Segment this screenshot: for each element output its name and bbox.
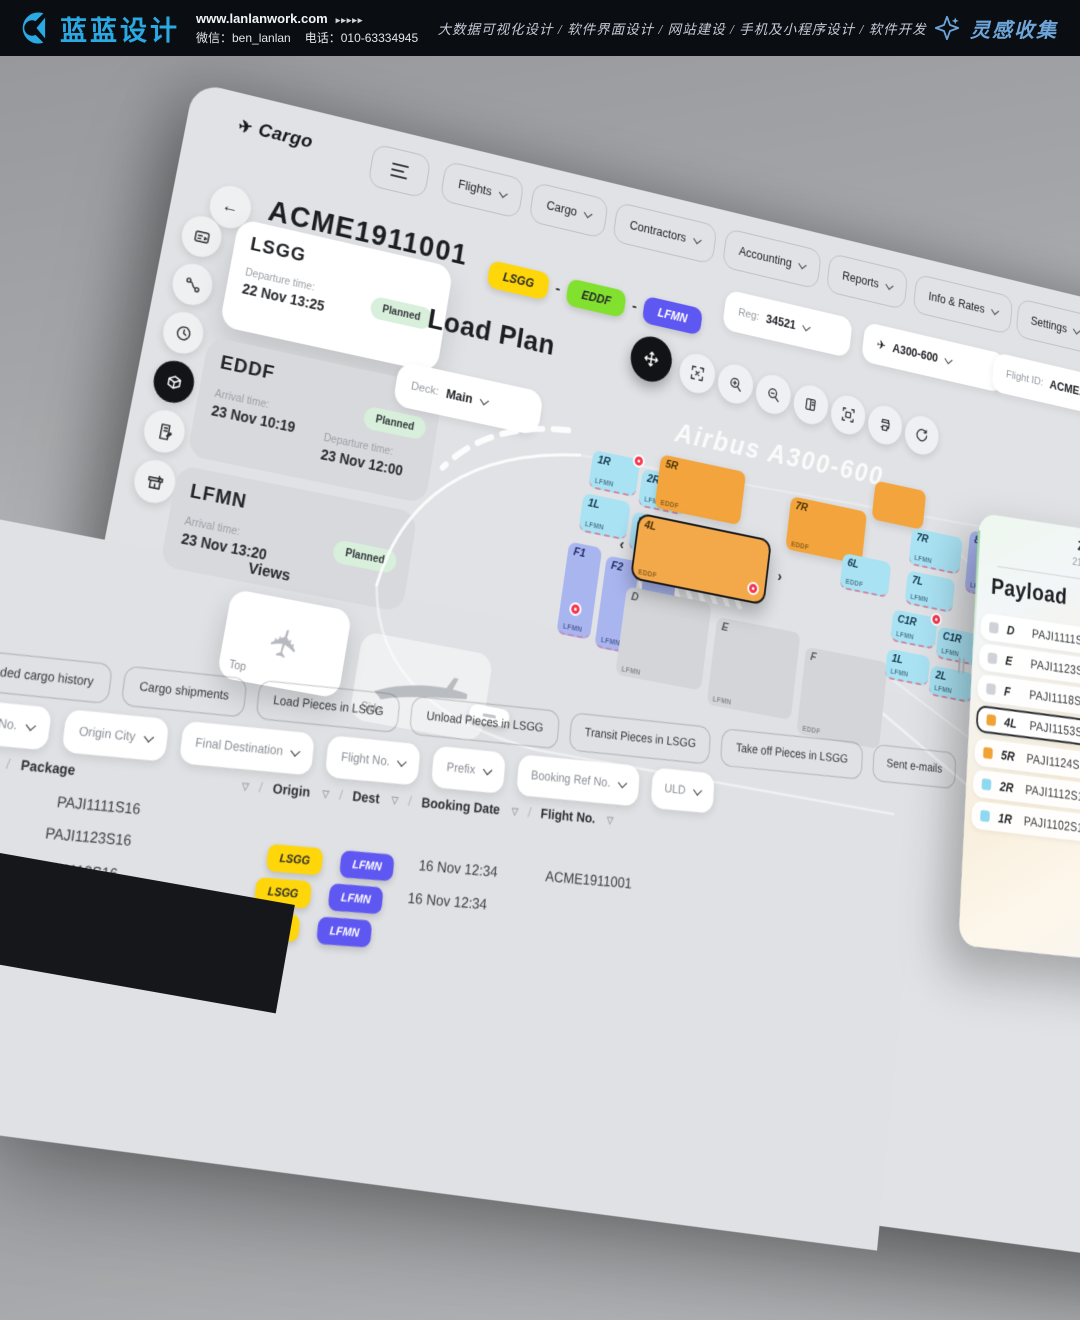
move-icon bbox=[642, 349, 660, 370]
card-icon bbox=[192, 226, 212, 247]
cargo-position-F[interactable]: F EDDF bbox=[796, 647, 888, 749]
uld-chip bbox=[986, 683, 996, 695]
payload-heading: Payload bbox=[991, 573, 1068, 610]
status-badge: Planned bbox=[369, 296, 433, 331]
chevron-down-icon bbox=[483, 765, 493, 776]
package-icon bbox=[164, 371, 184, 392]
chevron-down-icon bbox=[499, 189, 508, 198]
pages-icon bbox=[803, 396, 818, 414]
filter-funnel-icon[interactable]: ▽ bbox=[241, 780, 249, 793]
zoom-out-icon bbox=[766, 385, 782, 403]
chevron-down-icon bbox=[618, 778, 627, 789]
filter-funnel-icon[interactable]: ▽ bbox=[391, 794, 399, 807]
filter-flight-no[interactable]: Flight No. bbox=[325, 735, 421, 786]
filter-funnel-icon[interactable]: ▽ bbox=[511, 805, 519, 818]
collect-label: 灵感收集 bbox=[970, 14, 1058, 43]
dest-tag: LFMN bbox=[316, 916, 373, 947]
uld-chip bbox=[980, 810, 990, 822]
filter-funnel-icon[interactable]: ▽ bbox=[606, 814, 613, 826]
selection-frame-icon bbox=[841, 406, 856, 424]
chevron-down-icon bbox=[397, 756, 407, 767]
filter-funnel-icon[interactable]: ▽ bbox=[322, 787, 330, 800]
sparkle-star-icon bbox=[932, 13, 962, 43]
plane-top-view-icon: ✈ bbox=[260, 621, 310, 666]
export-box-icon bbox=[145, 471, 165, 492]
chevron-down-icon bbox=[885, 281, 893, 290]
alert-dot bbox=[568, 601, 582, 617]
chevron-down-icon bbox=[798, 260, 806, 269]
note-icon bbox=[154, 421, 174, 442]
panel-resize-handle[interactable] bbox=[958, 657, 965, 674]
plane-icon: ✈ bbox=[238, 117, 253, 137]
chevron-down-icon bbox=[25, 720, 36, 731]
services-list: 大数据可视化设计 / 软件界面设计 / 网站建设 / 手机及小程序设计 / 软件… bbox=[432, 18, 932, 38]
cargo-position-E[interactable]: E LFMN bbox=[707, 617, 801, 720]
contact-row: 微信：ben_lanlan 电话：010-63334945 bbox=[196, 29, 432, 47]
chevron-down-icon bbox=[291, 746, 301, 757]
uld-chip bbox=[986, 714, 996, 726]
view-top-label: Top bbox=[228, 658, 247, 674]
connections-icon bbox=[183, 274, 203, 295]
filter-uld[interactable]: ULD bbox=[650, 767, 714, 813]
printer-icon bbox=[878, 416, 893, 434]
column-origin[interactable]: Origin bbox=[272, 781, 311, 800]
brand-logo-icon bbox=[14, 9, 52, 47]
filter-prefix[interactable]: Prefix bbox=[431, 746, 506, 794]
uld-chip bbox=[983, 747, 993, 759]
dest-tag: LFMN bbox=[328, 883, 384, 914]
banner-contact: www.lanlanwork.com ▸▸▸▸▸ 微信：ben_lanlan 电话：… bbox=[196, 9, 432, 47]
uld-chip bbox=[989, 622, 999, 634]
uld-chip bbox=[982, 778, 992, 790]
fit-screen-icon bbox=[689, 364, 705, 382]
promo-banner: 蓝蓝设计 www.lanlanwork.com ▸▸▸▸▸ 微信：ben_lanl… bbox=[0, 0, 1080, 56]
chevron-down-icon bbox=[584, 209, 593, 218]
brand-logo: 蓝蓝设计 bbox=[0, 9, 180, 48]
column-dest[interactable]: Dest bbox=[352, 789, 380, 807]
plane-icon: ✈ bbox=[876, 337, 887, 354]
wechat-id: 微信：ben_lanlan bbox=[196, 31, 291, 45]
chevron-down-icon bbox=[1073, 326, 1080, 335]
chevron-down-icon bbox=[802, 322, 810, 331]
chevron-down-icon bbox=[944, 355, 952, 364]
payload-ref-sub: 216 9 bbox=[1072, 556, 1080, 571]
alert-dot bbox=[747, 581, 760, 596]
inspiration-collect[interactable]: 灵感收集 bbox=[932, 13, 1080, 43]
chevron-down-icon bbox=[693, 785, 702, 795]
uld-chip bbox=[988, 652, 998, 664]
arrows-decoration: ▸▸▸▸▸ bbox=[336, 15, 364, 25]
app-mockup-scene: ✈ Cargo Flights Cargo Contractors Accoun… bbox=[12, 68, 1080, 1279]
brand-name: 蓝蓝设计 bbox=[60, 9, 180, 48]
cargo-position-D[interactable]: D LFMN bbox=[615, 586, 712, 690]
origin-tag: LSGG bbox=[266, 844, 324, 876]
phone-number: 电话：010-63334945 bbox=[305, 31, 418, 45]
chevron-down-icon bbox=[693, 235, 702, 244]
dest-tag: LFMN bbox=[339, 850, 395, 881]
chevron-down-icon bbox=[991, 306, 999, 315]
zoom-in-icon bbox=[728, 375, 744, 393]
refresh-icon bbox=[914, 426, 929, 444]
website-url[interactable]: www.lanlanwork.com ▸▸▸▸▸ bbox=[196, 9, 432, 29]
payload-panel: ZV 216 9 Payload D PAJI1111S16 E PAJI112… bbox=[958, 513, 1080, 985]
payload-row-1R[interactable]: 1R PAJI1102S16 1700 kg LFMN bbox=[971, 801, 1080, 870]
clock-icon bbox=[173, 322, 193, 343]
chevron-down-icon bbox=[143, 731, 153, 742]
